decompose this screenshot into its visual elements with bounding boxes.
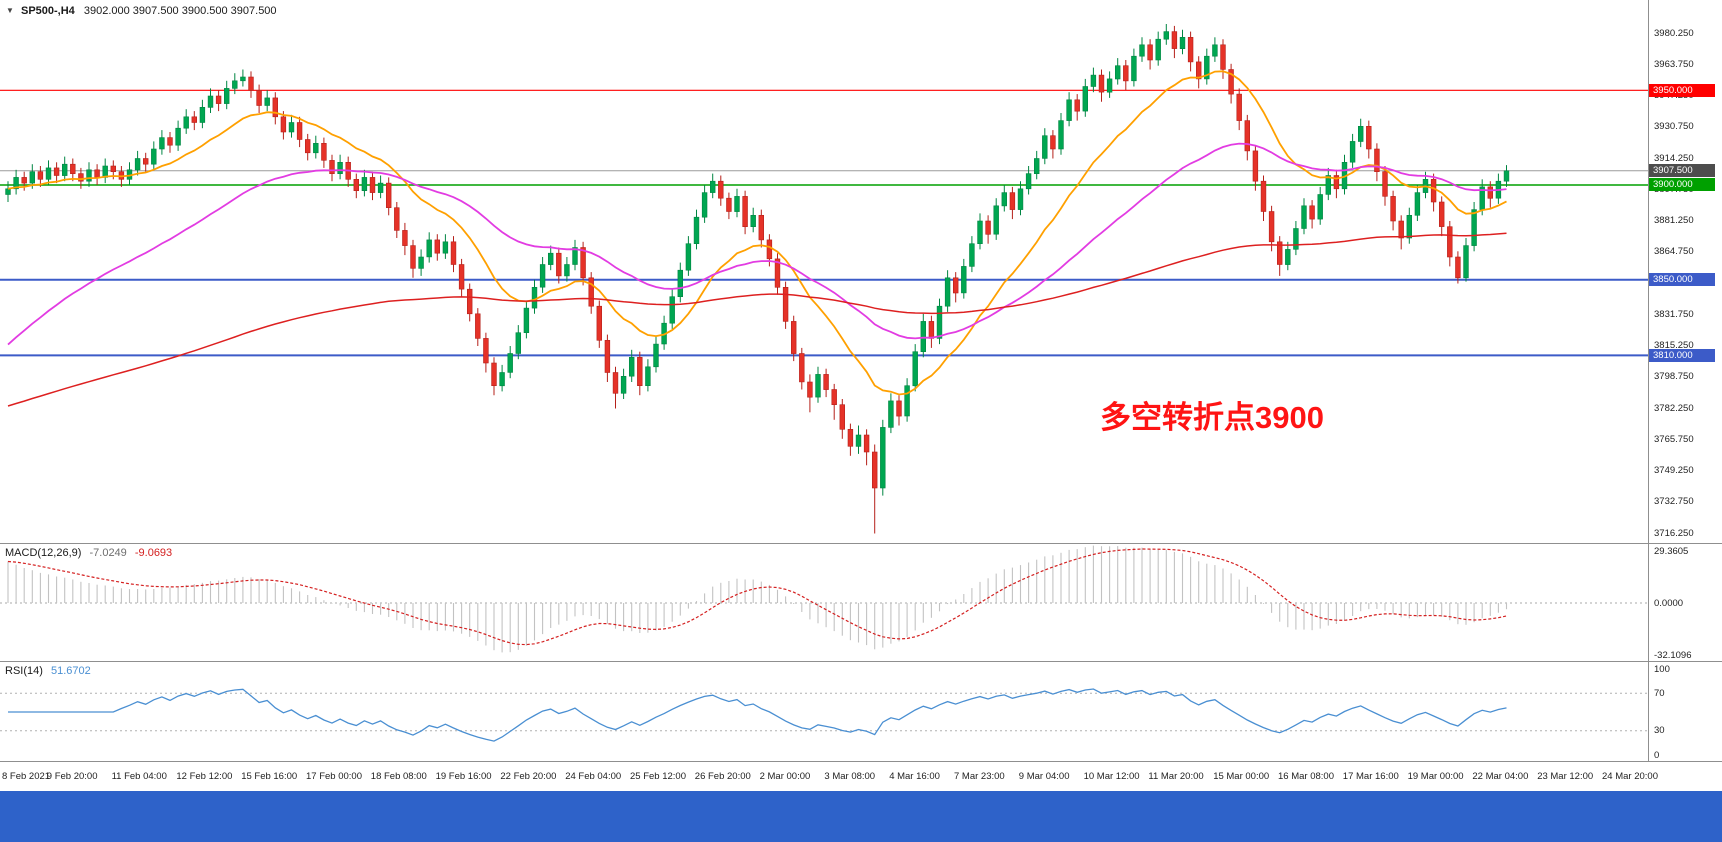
symbol-title: SP500-,H4 <box>20 5 75 17</box>
symbol-info-bar: ▼ SP500-,H4 3902.000 3907.500 3900.500 3… <box>6 5 277 17</box>
price-badge: 3900.000 <box>1649 178 1715 192</box>
time-axis-label: 15 Mar 00:00 <box>1213 771 1270 782</box>
ma-slow-red <box>7 232 1507 407</box>
time-axis-label: 24 Mar 20:00 <box>1602 771 1658 782</box>
price-axis-tick: 3980.250 <box>1654 27 1694 39</box>
time-axis-label: 22 Mar 04:00 <box>1472 771 1529 782</box>
ohlc-values: 3902.000 3907.500 3900.500 3907.500 <box>83 5 277 17</box>
time-axis-label: 15 Feb 16:00 <box>241 771 298 782</box>
time-axis-label: 26 Feb 20:00 <box>694 771 751 782</box>
macd-axis-tick: -32.1096 <box>1654 650 1692 661</box>
macd-indicator-panel[interactable]: MACD(12,26,9) -7.0249 -9.0693 29.3605 0.0… <box>0 543 1722 661</box>
time-axis-label: 11 Mar 20:00 <box>1148 771 1204 782</box>
price-axis-tick: 3749.250 <box>1654 465 1694 476</box>
rsi-indicator-panel[interactable]: RSI(14) 51.6702 100 70 30 0 <box>0 661 1722 761</box>
macd-axis-tick: 29.3605 <box>1654 545 1689 557</box>
macd-signal-value: -9.0693 <box>134 547 173 559</box>
rsi-axis-tick: 0 <box>1654 750 1660 761</box>
candlestick-chart-canvas[interactable] <box>0 0 1722 543</box>
price-badge: 3907.500 <box>1649 164 1715 178</box>
annotation-text: 多空转折点3900 <box>1100 400 1324 435</box>
axis-separator <box>1648 0 1649 761</box>
price-badge: 3950.000 <box>1649 83 1715 97</box>
time-axis-label: 22 Feb 20:00 <box>500 771 557 782</box>
price-axis-tick: 3815.250 <box>1654 340 1694 351</box>
macd-main-value: -7.0249 <box>89 547 127 559</box>
macd-histogram <box>7 545 1508 653</box>
time-axis-label: 17 Feb 00:00 <box>306 771 362 782</box>
ma-fast-orange <box>7 70 1507 396</box>
time-axis-label: 16 Mar 08:00 <box>1278 771 1334 782</box>
macd-label: MACD(12,26,9) <box>5 547 82 559</box>
price-axis-tick: 3831.750 <box>1654 308 1694 320</box>
price-axis-tick: 3864.750 <box>1654 246 1694 258</box>
time-axis-label: 8 Feb 2021 <box>2 771 51 782</box>
price-axis-tick: 3914.250 <box>1654 152 1694 164</box>
price-axis-tick: 3716.250 <box>1654 527 1694 539</box>
candles-group <box>5 24 1510 534</box>
macd-axis-tick: 0.0000 <box>1654 597 1684 609</box>
time-axis-label: 23 Mar 12:00 <box>1537 771 1594 782</box>
macd-label-row: MACD(12,26,9) -7.0249 -9.0693 <box>5 547 177 559</box>
time-axis-label: 18 Feb 08:00 <box>370 771 427 782</box>
rsi-canvas[interactable] <box>0 662 1722 762</box>
rsi-axis-tick: 100 <box>1654 664 1670 675</box>
time-axis: 8 Feb 2021 9 Feb 20:00 11 Feb 04:00 12 Feb … <box>0 761 1722 791</box>
rsi-axis-tick: 30 <box>1654 725 1665 737</box>
time-axis-label: 24 Feb 04:00 <box>565 771 622 782</box>
time-axis-label: 7 Mar 23:00 <box>954 771 1005 782</box>
price-badge: 3810.000 <box>1649 348 1715 362</box>
time-axis-label: 10 Mar 12:00 <box>1083 771 1140 782</box>
price-badge: 3850.000 <box>1649 273 1715 287</box>
horizontal-lines <box>0 89 1648 357</box>
time-axis-label: 19 Feb 16:00 <box>435 771 492 782</box>
time-axis-label: 4 Mar 16:00 <box>889 771 940 782</box>
time-axis-label: 25 Feb 12:00 <box>630 771 686 782</box>
ma-mid-magenta <box>7 142 1507 346</box>
price-axis-tick: 3798.750 <box>1654 371 1694 383</box>
rsi-label-row: RSI(14) 51.6702 <box>5 665 96 677</box>
price-axis-tick: 3782.250 <box>1654 402 1694 414</box>
time-axis-label: 3 Mar 08:00 <box>824 771 876 782</box>
macd-signal-line <box>7 548 1507 646</box>
time-axis-label: 17 Mar 16:00 <box>1342 771 1399 782</box>
rsi-value: 51.6702 <box>50 665 91 677</box>
price-axis-tick: 3765.750 <box>1654 433 1694 445</box>
time-axis-label: 11 Feb 04:00 <box>111 771 167 782</box>
price-axis-tick: 3930.750 <box>1654 121 1694 133</box>
price-axis-tick: 3732.750 <box>1654 496 1694 508</box>
rsi-axis-tick: 70 <box>1654 687 1665 699</box>
time-axis-label: 9 Mar 04:00 <box>1018 771 1070 782</box>
chart-collapse-icon[interactable]: ▼ <box>6 6 14 15</box>
bottom-bar <box>0 791 1722 842</box>
rsi-line <box>8 688 1507 742</box>
main-chart-panel[interactable]: ▼ SP500-,H4 3902.000 3907.500 3900.500 3… <box>0 0 1722 543</box>
time-axis-label: 9 Feb 20:00 <box>46 771 98 782</box>
price-axis-tick: 3963.750 <box>1654 58 1694 70</box>
time-axis-label: 2 Mar 00:00 <box>759 771 811 782</box>
macd-canvas[interactable] <box>0 544 1722 662</box>
price-axis-tick: 3881.250 <box>1654 215 1694 226</box>
time-axis-label: 12 Feb 12:00 <box>176 771 233 782</box>
time-axis-label: 19 Mar 00:00 <box>1407 771 1464 782</box>
rsi-label: RSI(14) <box>5 665 43 677</box>
